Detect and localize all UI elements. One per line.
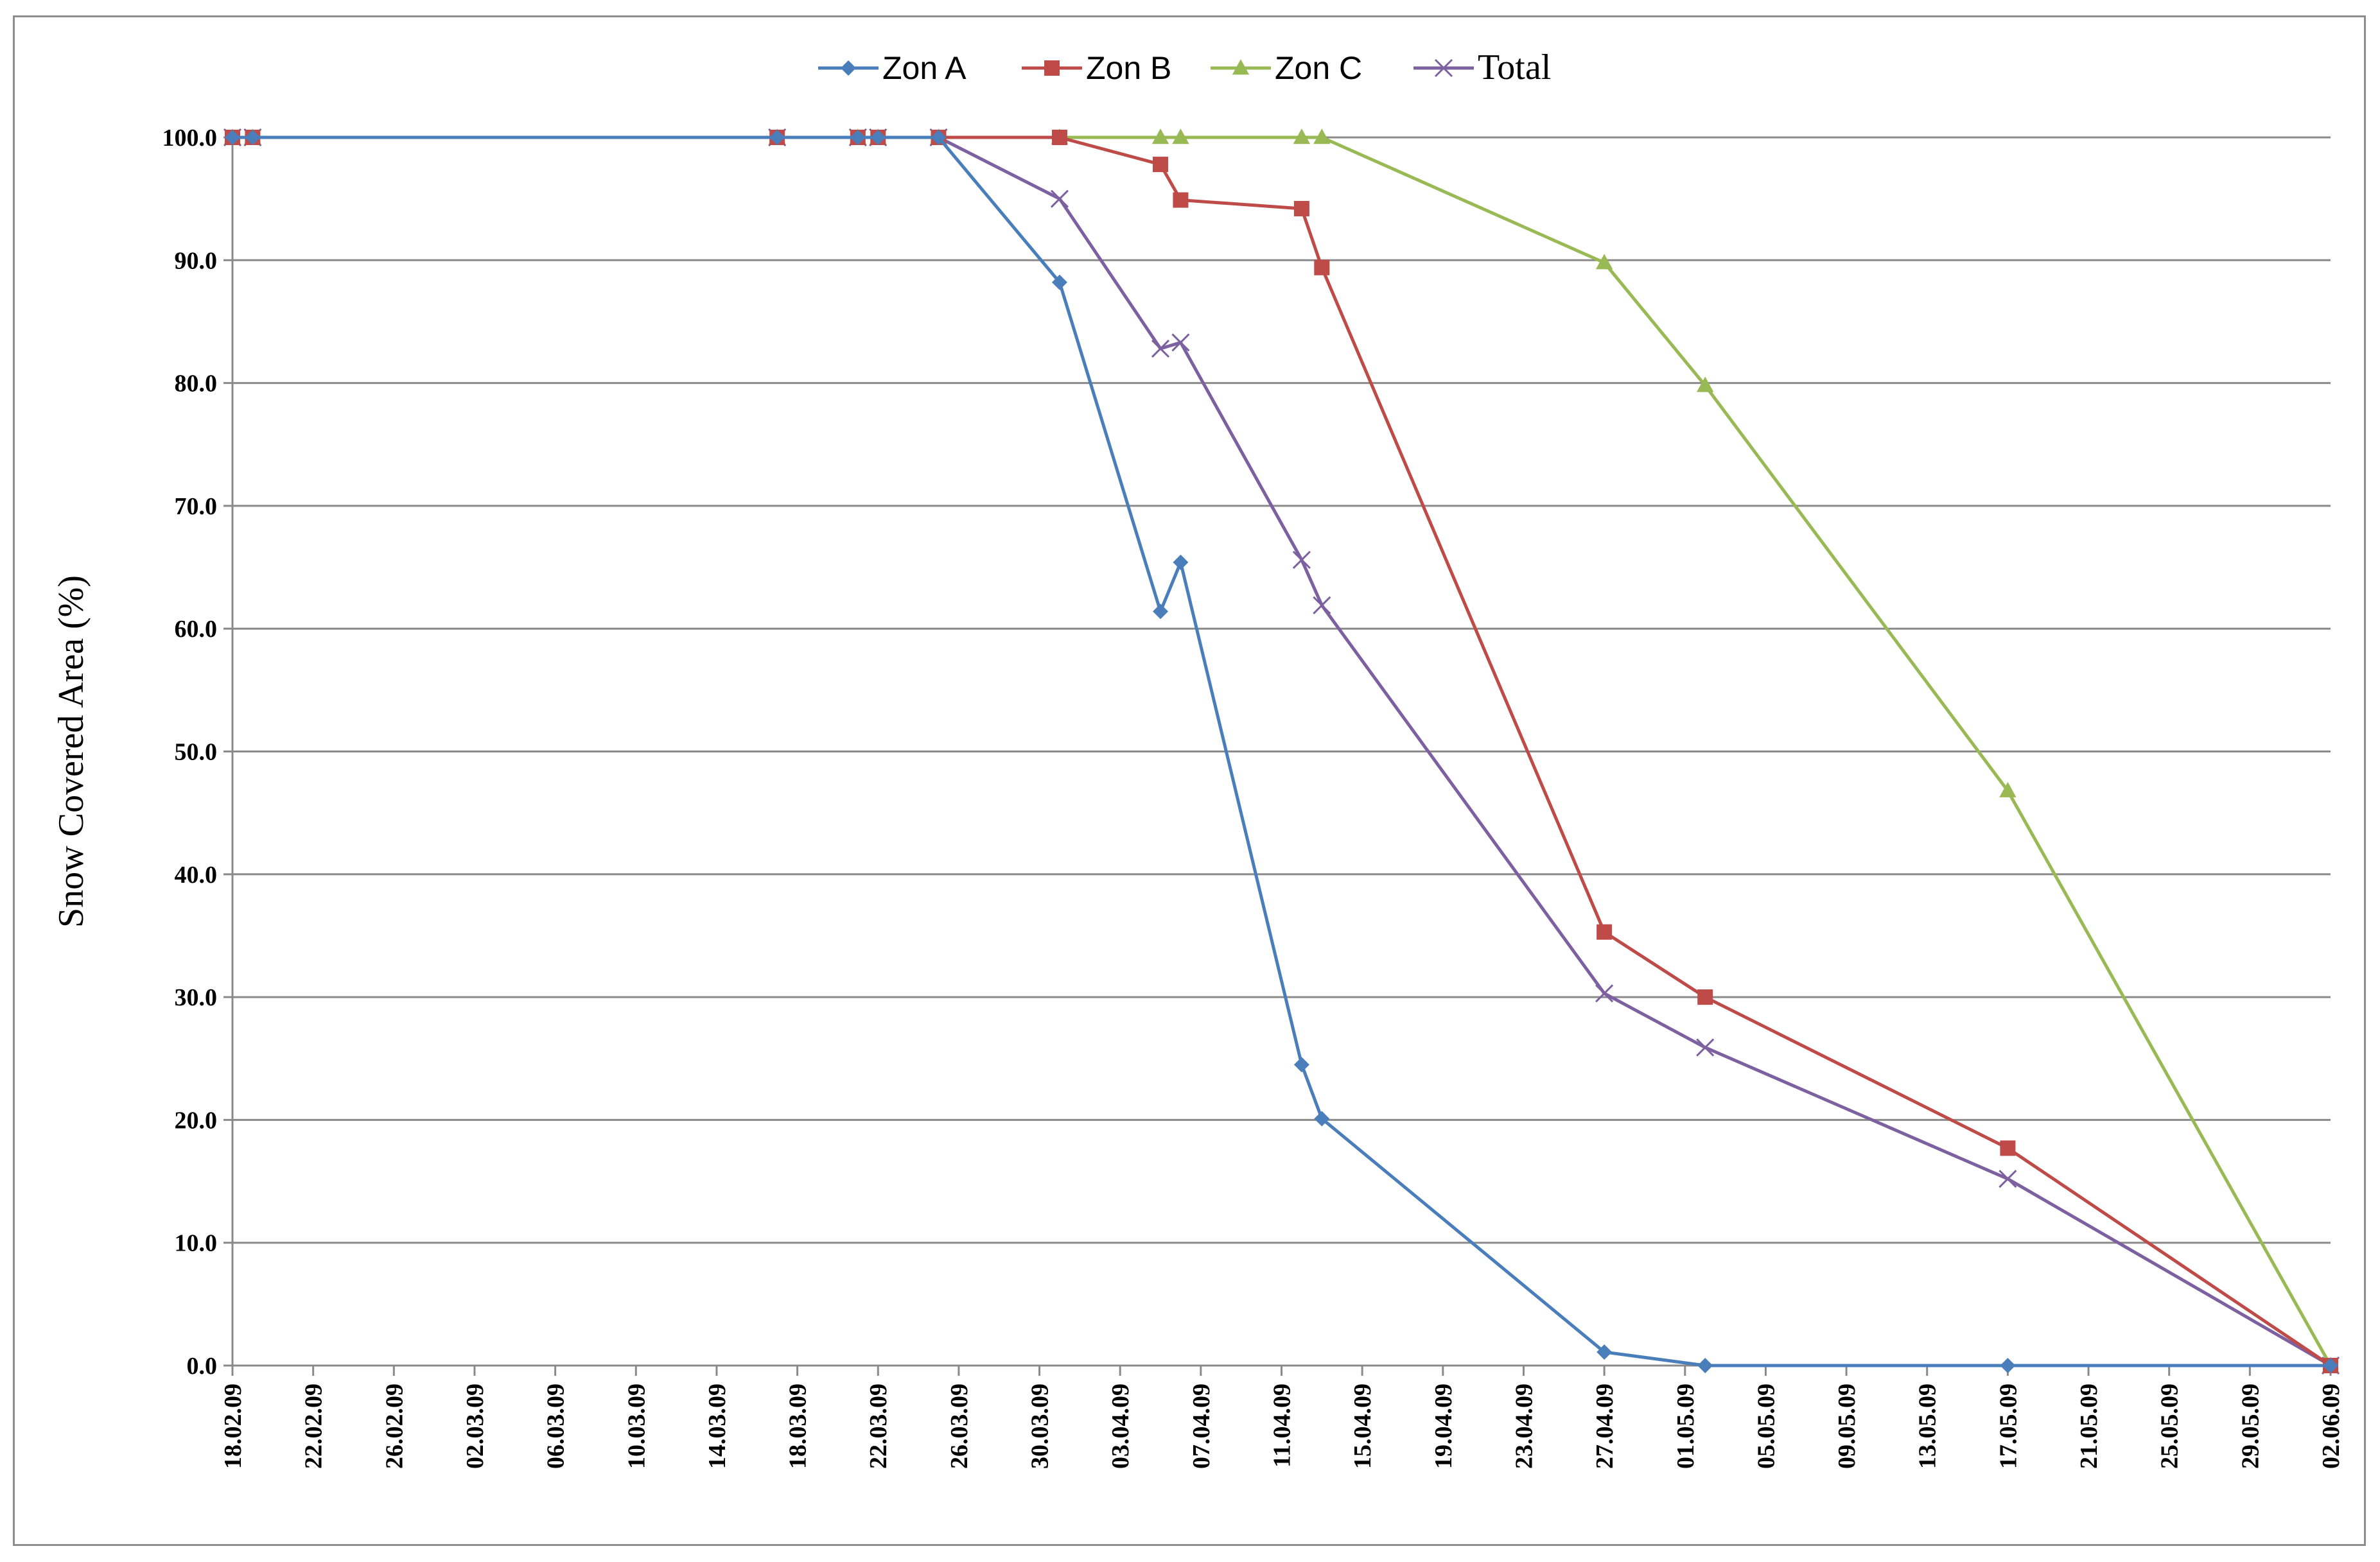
x-tick-label: 05.05.09 xyxy=(1753,1384,1780,1469)
x-tick-label: 07.04.09 xyxy=(1188,1384,1215,1469)
data-point xyxy=(1597,1344,1613,1360)
x-tick-label: 10.03.09 xyxy=(623,1384,650,1469)
legend-item-zon-a: Zon A xyxy=(818,50,967,86)
data-point xyxy=(1173,192,1189,208)
x-tick-label: 29.05.09 xyxy=(2237,1384,2264,1469)
y-tick-labels: 0.0 10.0 20.0 30.0 40.0 50.0 60.0 70.0 80.0 90.0 1… xyxy=(162,125,218,1380)
chart-frame: 0.0 10.0 20.0 30.0 40.0 50.0 60.0 70.0 80.0 90.0 1… xyxy=(13,15,2366,1546)
x-tick-label: 22.03.09 xyxy=(865,1384,892,1469)
series-zon-a xyxy=(225,130,2338,1373)
data-point xyxy=(1313,596,1331,614)
x-tick-label: 15.04.09 xyxy=(1349,1384,1376,1469)
x-tick-label: 26.02.09 xyxy=(381,1384,408,1469)
legend-label: Total xyxy=(1478,48,1551,87)
x-tick-label: 01.05.09 xyxy=(1672,1384,1699,1469)
legend-marker xyxy=(1434,58,1453,78)
x-tick-label: 02.06.09 xyxy=(2318,1384,2345,1469)
y-tick-label: 30.0 xyxy=(175,984,218,1011)
line-chart: 0.0 10.0 20.0 30.0 40.0 50.0 60.0 70.0 80.0 90.0 1… xyxy=(51,48,2345,1469)
x-tick-label: 19.04.09 xyxy=(1430,1384,1457,1469)
x-tick-label: 14.03.09 xyxy=(704,1384,731,1469)
data-point xyxy=(1151,128,1169,144)
data-point xyxy=(1697,1358,1713,1373)
x-tick-label: 06.03.09 xyxy=(543,1384,570,1469)
data-point xyxy=(1999,781,2017,797)
x-tick-label: 13.05.09 xyxy=(1914,1384,1941,1469)
data-point xyxy=(1292,551,1311,569)
data-point xyxy=(1173,554,1189,570)
axes xyxy=(223,136,2332,1376)
data-point xyxy=(1595,254,1613,270)
data-point xyxy=(1696,1038,1715,1057)
data-point xyxy=(245,130,261,145)
y-tick-label: 0.0 xyxy=(187,1353,218,1380)
data-point xyxy=(225,130,240,145)
y-tick-label: 80.0 xyxy=(175,370,218,397)
y-tick-label: 100.0 xyxy=(162,125,218,152)
x-tick-label: 30.03.09 xyxy=(1027,1384,1054,1469)
data-point xyxy=(769,130,785,145)
gridlines xyxy=(232,136,2331,1244)
data-point xyxy=(1153,603,1169,620)
data-point xyxy=(1314,259,1330,275)
y-tick-label: 90.0 xyxy=(175,247,218,274)
data-point xyxy=(931,130,947,145)
data-point xyxy=(1293,200,1309,216)
data-point xyxy=(1171,333,1190,352)
x-tick-label: 18.02.09 xyxy=(220,1384,247,1469)
data-point xyxy=(1151,339,1170,358)
data-point xyxy=(1153,157,1169,173)
series-lines xyxy=(223,128,2340,1375)
data-point xyxy=(1595,984,1614,1003)
data-point xyxy=(2323,1358,2338,1373)
legend-item-total: Total xyxy=(1413,48,1551,87)
y-tick-label: 10.0 xyxy=(175,1230,218,1257)
x-tick-label: 03.04.09 xyxy=(1107,1384,1134,1469)
data-point xyxy=(1050,189,1069,208)
x-tick-label: 11.04.09 xyxy=(1269,1384,1296,1468)
data-point xyxy=(1293,128,1311,144)
data-point xyxy=(1697,989,1713,1005)
x-tick-label: 23.04.09 xyxy=(1510,1384,1537,1469)
x-tick-labels: 18.02.09 22.02.09 26.02.09 02.03.09 06.03.09… xyxy=(220,1384,2345,1469)
data-point xyxy=(2000,1140,2016,1156)
x-tick-label: 25.05.09 xyxy=(2157,1384,2183,1469)
data-point xyxy=(870,130,886,145)
data-point xyxy=(2000,1358,2016,1373)
y-tick-label: 20.0 xyxy=(175,1107,218,1134)
data-point xyxy=(1597,924,1613,940)
y-tick-label: 40.0 xyxy=(175,862,218,889)
data-point xyxy=(850,130,866,145)
data-point xyxy=(1172,128,1189,144)
legend-item-zon-c: Zon C xyxy=(1211,50,1362,86)
data-point xyxy=(1314,1111,1330,1127)
legend-label: Zon C xyxy=(1275,50,1362,86)
legend-label: Zon A xyxy=(882,50,967,86)
x-tick-label: 21.05.09 xyxy=(2076,1384,2103,1469)
y-axis-label: Snow Covered Area (%) xyxy=(51,575,91,928)
data-point xyxy=(1293,1057,1309,1073)
legend-marker xyxy=(1044,60,1060,76)
data-point xyxy=(1051,130,1067,145)
data-point xyxy=(1696,376,1714,392)
x-tick-label: 09.05.09 xyxy=(1833,1384,1860,1469)
x-tick-label: 18.03.09 xyxy=(785,1384,812,1469)
x-tick-label: 22.02.09 xyxy=(301,1384,328,1469)
x-tick-label: 27.04.09 xyxy=(1591,1384,1618,1469)
y-tick-label: 50.0 xyxy=(175,739,218,766)
legend-label: Zon B xyxy=(1086,50,1171,86)
x-tick-label: 26.03.09 xyxy=(946,1384,973,1469)
legend-marker xyxy=(1232,59,1250,75)
x-tick-label: 02.03.09 xyxy=(462,1384,489,1469)
legend-marker xyxy=(841,60,856,76)
data-point xyxy=(1313,128,1331,144)
x-tick-label: 17.05.09 xyxy=(1995,1384,2022,1469)
data-point xyxy=(1999,1170,2017,1188)
legend: Zon A Zon B Zon C Total xyxy=(818,48,1551,87)
data-point xyxy=(1051,274,1067,290)
y-tick-label: 60.0 xyxy=(175,616,218,643)
y-tick-label: 70.0 xyxy=(175,493,218,520)
legend-item-zon-b: Zon B xyxy=(1022,50,1171,86)
